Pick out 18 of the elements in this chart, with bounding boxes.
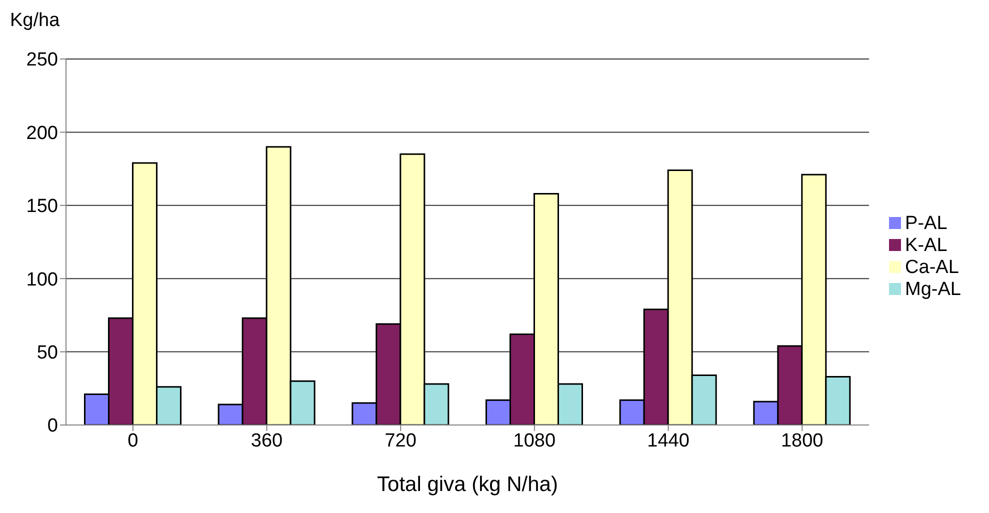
x-tick-label: 1080 — [513, 430, 556, 452]
y-tick-label: 0 — [47, 416, 58, 437]
legend-label: Mg-AL — [905, 278, 961, 300]
legend-label: K-AL — [905, 234, 948, 256]
x-tick-label: 360 — [250, 430, 283, 452]
x-tick-label: 720 — [384, 430, 416, 452]
y-tick-label: 50 — [36, 342, 58, 364]
y-axis-title: Kg/ha — [10, 10, 60, 32]
x-tick-label: 1440 — [647, 430, 690, 452]
y-tick-label: 150 — [26, 196, 58, 218]
x-tick-label: 1800 — [780, 430, 824, 452]
legend-label: Ca-AL — [905, 256, 959, 278]
x-tick-label: 0 — [128, 430, 138, 452]
legend-label: P-AL — [905, 212, 948, 234]
y-tick-label: 250 — [26, 50, 58, 71]
y-tick-label: 100 — [26, 269, 58, 290]
x-axis-title: Total giva (kg N/ha) — [377, 473, 558, 496]
y-tick-label: 200 — [26, 122, 58, 144]
